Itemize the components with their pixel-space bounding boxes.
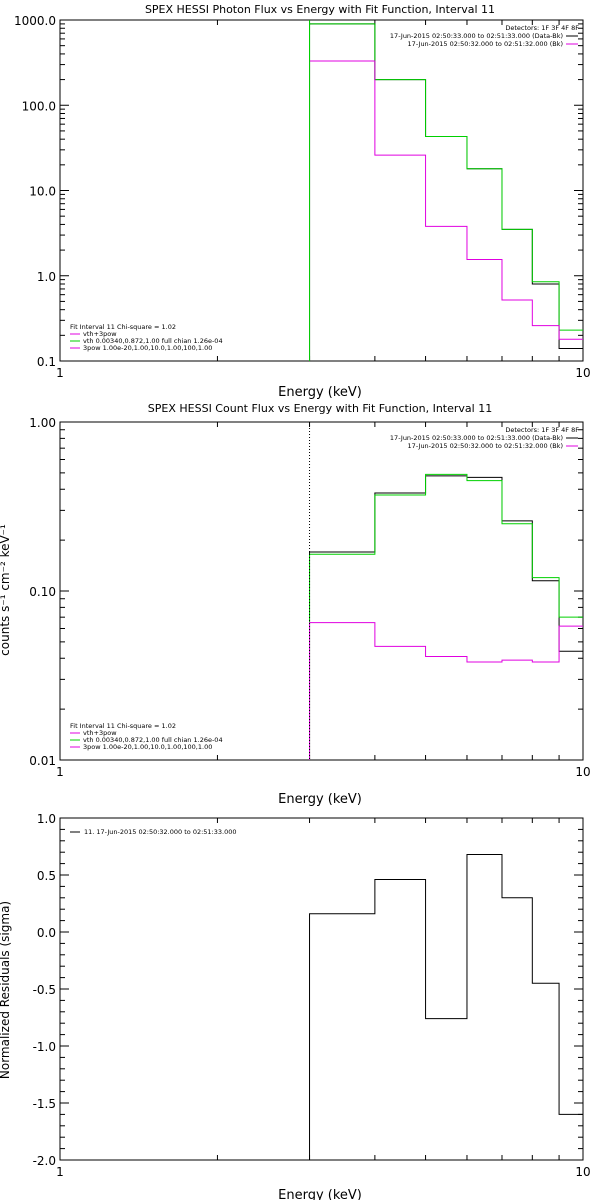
legend-entry: 17-Jun-2015 02:50:33.000 to 02:51:33.000… bbox=[390, 32, 563, 40]
x-tick-label: 1 bbox=[56, 765, 64, 779]
y-tick-label: -2.0 bbox=[33, 1154, 56, 1168]
x-tick-label: 10 bbox=[575, 765, 590, 779]
y-tick-label: 0.1 bbox=[37, 355, 56, 369]
y-tick-label: 1.00 bbox=[29, 416, 56, 430]
y-tick-label: -1.0 bbox=[33, 1040, 56, 1054]
plot-frame bbox=[59, 817, 584, 1161]
y-axis-label: counts s⁻¹ cm⁻² keV⁻¹ bbox=[0, 524, 12, 656]
count-flux-panel: SPEX HESSI Count Flux vs Energy with Fit… bbox=[0, 402, 591, 807]
series-line bbox=[309, 622, 583, 760]
chart-title: SPEX HESSI Photon Flux vs Energy with Fi… bbox=[145, 3, 495, 16]
y-tick-label: 0.0 bbox=[37, 926, 56, 940]
y-tick-label: 10.0 bbox=[29, 185, 56, 199]
y-tick-label: 0.10 bbox=[29, 585, 56, 599]
y-tick-label: 100.0 bbox=[22, 99, 56, 113]
legend-entry: vth+3pow bbox=[83, 729, 117, 737]
residuals-panel: Energy (keV) Normalized Residuals (sigma… bbox=[0, 812, 591, 1200]
series-line bbox=[309, 23, 583, 361]
plot-frame bbox=[59, 19, 584, 362]
y-tick-label: -0.5 bbox=[33, 983, 56, 997]
legend-header: Fit Interval 11 Chi-square = 1.02 bbox=[70, 323, 176, 331]
x-tick-label: 1 bbox=[56, 1165, 64, 1179]
series-line bbox=[309, 475, 583, 760]
legend-entry: 17-Jun-2015 02:50:33.000 to 02:51:33.000… bbox=[390, 434, 563, 442]
x-tick-label: 10 bbox=[575, 366, 590, 380]
y-tick-label: 1000.0 bbox=[14, 14, 56, 28]
series-line bbox=[309, 60, 583, 361]
y-tick-label: 0.01 bbox=[29, 754, 56, 768]
series-line bbox=[309, 23, 583, 361]
x-axis-label: Energy (keV) bbox=[278, 792, 362, 807]
legend-entry: 17-Jun-2015 02:50:32.000 to 02:51:32.000… bbox=[408, 40, 563, 48]
y-tick-label: 1.0 bbox=[37, 270, 56, 284]
series-line bbox=[309, 853, 583, 1160]
plot-frame bbox=[59, 421, 584, 761]
legend-header: Detectors: 1F 3F 4F 8F bbox=[505, 24, 579, 32]
legend-entry: vth 0.00340,0.872,1.00 full chian 1.26e-… bbox=[83, 736, 223, 744]
legend-entry: 3pow 1.00e-20,1.00,10.0,1.00,100,1.00 bbox=[83, 344, 212, 352]
photon-flux-panel: SPEX HESSI Photon Flux vs Energy with Fi… bbox=[14, 3, 591, 400]
x-axis-label: Energy (keV) bbox=[278, 385, 362, 400]
series-line bbox=[309, 473, 583, 760]
legend-entry: vth 0.00340,0.872,1.00 full chian 1.26e-… bbox=[83, 337, 223, 345]
legend-header: Fit Interval 11 Chi-square = 1.02 bbox=[70, 722, 176, 730]
x-tick-label: 10 bbox=[575, 1165, 590, 1179]
legend-entry: 11. 17-Jun-2015 02:50:32.000 to 02:51:33… bbox=[84, 828, 236, 836]
y-axis-label: Normalized Residuals (sigma) bbox=[0, 901, 12, 1079]
legend-header: Detectors: 1F 3F 4F 8F bbox=[505, 426, 579, 434]
x-axis-label: Energy (keV) bbox=[278, 1188, 362, 1200]
legend-entry: 3pow 1.00e-20,1.00,10.0,1.00,100,1.00 bbox=[83, 743, 212, 751]
x-tick-label: 1 bbox=[56, 366, 64, 380]
y-tick-label: 1.0 bbox=[37, 812, 56, 826]
y-tick-label: -1.5 bbox=[33, 1097, 56, 1111]
legend-entry: 17-Jun-2015 02:50:32.000 to 02:51:32.000… bbox=[408, 442, 563, 450]
chart-title: SPEX HESSI Count Flux vs Energy with Fit… bbox=[148, 402, 492, 415]
legend-entry: vth+3pow bbox=[83, 330, 117, 338]
y-tick-label: 0.5 bbox=[37, 869, 56, 883]
